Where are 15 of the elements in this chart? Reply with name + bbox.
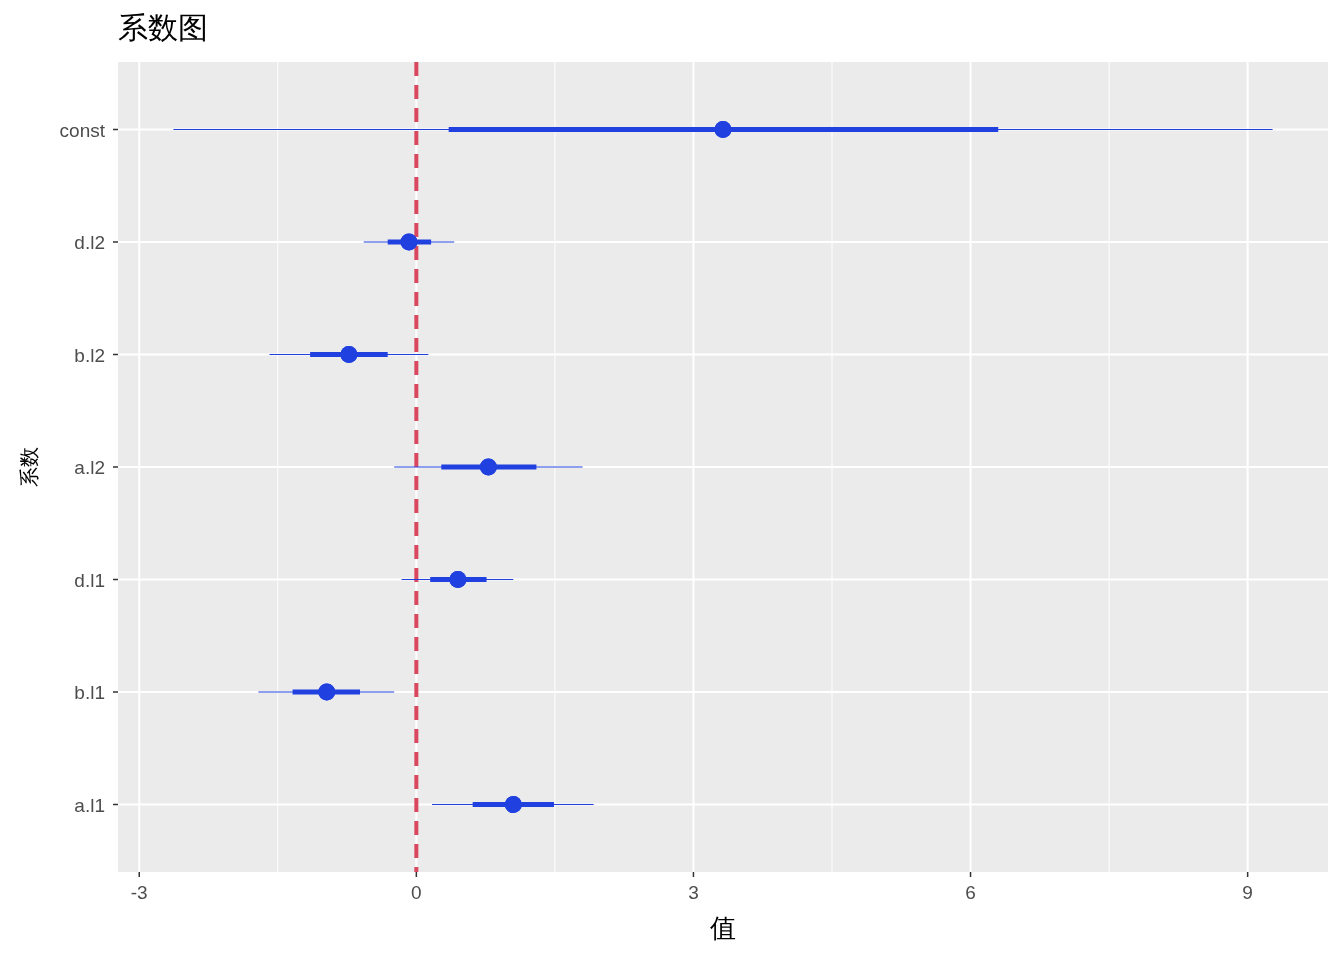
y-tick-label: d.l2 [74, 232, 105, 253]
y-axis-title: 系数 [18, 447, 40, 487]
y-tick-label: d.l1 [74, 569, 105, 591]
x-axis-title: 值 [710, 913, 736, 943]
y-tick-label: b.l2 [74, 344, 105, 366]
y-tick-label: const [59, 119, 106, 141]
x-tick-label: 9 [1242, 882, 1253, 903]
y-tick-label: a.l2 [74, 457, 105, 478]
y-tick-label: a.l1 [74, 794, 105, 816]
x-tick-label: -3 [130, 882, 148, 903]
chart-title: 系数图 [118, 10, 208, 45]
x-tick-label: 0 [411, 882, 422, 903]
x-tick-label: 3 [688, 882, 699, 903]
x-tick-label: 6 [965, 882, 976, 903]
y-tick-label: b.l1 [74, 682, 105, 703]
